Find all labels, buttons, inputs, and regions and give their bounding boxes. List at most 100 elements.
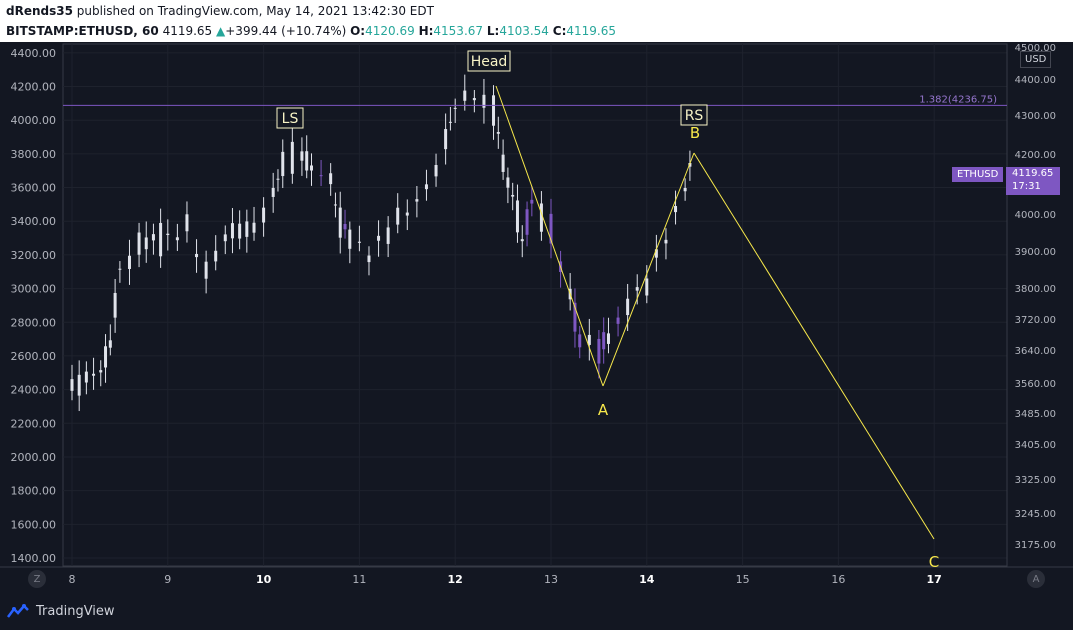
price-chart[interactable]: 4400.00 4200.00 4000.00 3800.00 3600.00 3400.… xyxy=(0,42,1073,600)
candle-body xyxy=(444,129,448,150)
candle-body xyxy=(214,250,218,262)
candle-body xyxy=(159,222,163,257)
candle-body xyxy=(602,332,606,350)
candle-body xyxy=(276,178,280,180)
publisher-name[interactable]: dRends35 xyxy=(6,4,73,18)
candle-body xyxy=(99,370,103,373)
left-axis-tick: 2000.00 xyxy=(11,451,57,464)
candle-body xyxy=(252,222,256,233)
ls-label-box xyxy=(276,107,304,129)
x-axis-tick: 12 xyxy=(448,573,463,586)
right-axis-tick: 3900.00 xyxy=(1015,247,1056,258)
left-axis-tick: 3800.00 xyxy=(11,148,57,161)
candle-body xyxy=(654,249,658,258)
auto-scale-button[interactable]: A xyxy=(1027,570,1045,588)
x-axis-tick: 9 xyxy=(164,573,171,586)
right-axis-tick: 3640.00 xyxy=(1015,346,1056,357)
candle-body xyxy=(166,233,170,236)
right-axis-tick: 3325.00 xyxy=(1015,475,1056,486)
tradingview-brand: TradingView xyxy=(36,603,115,619)
left-axis-tick: 1800.00 xyxy=(11,485,57,498)
candle-body xyxy=(310,165,313,171)
candle-body xyxy=(492,95,496,126)
left-axis-tick: 4200.00 xyxy=(11,81,57,94)
candle-body xyxy=(525,209,529,235)
low-label: L: xyxy=(486,24,500,38)
candle-body xyxy=(204,261,208,279)
right-axis-tick: 4400.00 xyxy=(1015,75,1056,86)
candle-body xyxy=(520,239,524,242)
point-c-label: C xyxy=(929,553,939,571)
candle-body xyxy=(281,151,285,177)
candle-body xyxy=(77,374,81,396)
candle-body xyxy=(271,187,275,197)
zoom-left-button[interactable]: Z xyxy=(28,570,46,588)
right-axis-tick: 3560.00 xyxy=(1015,379,1056,390)
rs-label-box xyxy=(680,104,708,126)
candle-body xyxy=(587,334,591,345)
candle-body xyxy=(463,90,467,101)
left-axis-tick: 2200.00 xyxy=(11,417,57,430)
right-axis-tick: 4000.00 xyxy=(1015,210,1056,221)
left-axis-tick: 2400.00 xyxy=(11,384,57,397)
candle-body xyxy=(549,213,553,244)
candle-body xyxy=(645,278,649,296)
symbol-label[interactable]: BITSTAMP:ETHUSD, 60 xyxy=(6,24,159,38)
right-axis-tick: 3405.00 xyxy=(1015,440,1056,451)
candle-body xyxy=(506,177,510,188)
candle-body xyxy=(501,154,505,172)
candle-body xyxy=(453,107,457,109)
candle-body xyxy=(245,221,249,237)
candle-body xyxy=(635,287,639,291)
candle-body xyxy=(230,223,234,239)
candle-body xyxy=(539,203,543,232)
candle-body xyxy=(333,204,337,206)
candle-body xyxy=(108,340,112,348)
open-value: 4120.69 xyxy=(365,24,415,38)
low-value: 4103.54 xyxy=(499,24,549,38)
candle-body xyxy=(300,151,304,161)
candle-body xyxy=(377,235,381,241)
candle-body xyxy=(424,184,428,190)
publish-header: dRends35 published on TradingView.com, M… xyxy=(0,0,1073,22)
x-axis-tick: 16 xyxy=(831,573,845,586)
candle-body xyxy=(127,255,131,269)
pattern-line xyxy=(495,85,604,387)
candle-body xyxy=(113,292,117,318)
left-axis-tick: 3200.00 xyxy=(11,249,57,262)
left-axis-tick: 4000.00 xyxy=(11,114,57,127)
candle-body xyxy=(626,298,630,316)
rs-label: RS xyxy=(685,108,704,124)
ohlc-legend: BITSTAMP:ETHUSD, 60 4119.65 ▲+399.44 (+1… xyxy=(0,22,1073,42)
plot-frame xyxy=(62,43,1008,567)
tradingview-logo-icon xyxy=(7,604,29,618)
candle-body xyxy=(415,199,419,202)
currency-badge[interactable]: USD xyxy=(1020,51,1052,68)
x-axis-tick: 14 xyxy=(639,573,655,586)
candle-body xyxy=(511,194,515,197)
left-axis-tick: 3600.00 xyxy=(11,182,57,195)
candle-body xyxy=(343,223,347,230)
high-label: H: xyxy=(418,24,434,38)
left-axis-tick: 2800.00 xyxy=(11,316,57,329)
point-a-label: A xyxy=(598,401,609,419)
candle-body xyxy=(674,206,678,213)
candle-body xyxy=(573,302,577,332)
candle-body xyxy=(386,227,390,244)
x-axis-tick: 10 xyxy=(256,573,272,586)
ls-label: LS xyxy=(282,111,299,127)
tradingview-logo[interactable]: TradingView xyxy=(6,603,115,619)
last-price-tag-value: 4119.65 xyxy=(1012,168,1054,179)
close-value: 4119.65 xyxy=(566,24,616,38)
publish-info: published on TradingView.com, May 14, 20… xyxy=(76,4,434,18)
candle-body xyxy=(496,132,500,134)
candle-body xyxy=(92,373,96,376)
head-label: Head xyxy=(471,54,508,70)
last-price: 4119.65 xyxy=(162,24,213,38)
chart-panel[interactable]: 4400.00 4200.00 4000.00 3800.00 3600.00 3400.… xyxy=(0,42,1073,600)
head-label-box xyxy=(467,50,511,72)
candle-body xyxy=(664,239,668,244)
candle-body xyxy=(223,234,227,242)
candle-body xyxy=(515,200,519,233)
right-axis-tick: 4300.00 xyxy=(1015,111,1056,122)
